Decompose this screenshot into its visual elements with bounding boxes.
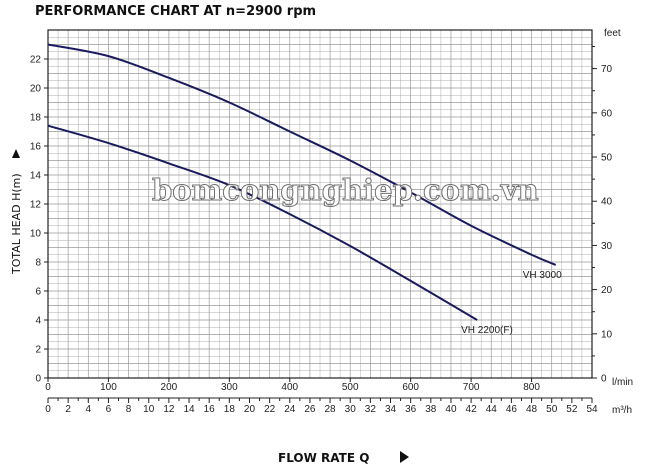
x-tick-label: 200 <box>161 382 178 393</box>
y-tick-label: 0 <box>35 374 41 385</box>
x2-tick-label: 40 <box>445 404 457 415</box>
x2-tick-label: 36 <box>405 404 417 415</box>
y-axis-arrow-icon <box>12 149 20 158</box>
y-axis-label: TOTAL HEAD H(m) <box>10 173 23 275</box>
x-tick-label: 500 <box>342 382 359 393</box>
y2-tick-label: 70 <box>601 64 613 75</box>
x2-tick-label: 14 <box>183 404 195 415</box>
x2-tick-label: 16 <box>204 404 216 415</box>
x-tick-label: 400 <box>281 382 298 393</box>
y2-tick-label: 10 <box>601 329 613 340</box>
x2-tick-label: 4 <box>86 404 92 415</box>
watermark: bomcongnghiep.com.vn <box>152 173 539 207</box>
y-axis-title: TOTAL HEAD H(m) <box>10 149 23 275</box>
y-tick-label: 10 <box>30 229 42 240</box>
x2-tick-label: 24 <box>284 404 296 415</box>
y-tick-label: 4 <box>35 316 41 327</box>
y-tick-label: 20 <box>30 84 42 95</box>
y2-tick-label: 0 <box>601 374 607 385</box>
x-tick-label: 800 <box>523 382 540 393</box>
y2-tick-label: 40 <box>601 197 613 208</box>
y-tick-label: 8 <box>35 258 41 269</box>
x-axis-secondary: 0 2 4 6 8 10 12 14 16 18 20 22 24 26 28 30 32 34 36 38 40 42 4… <box>45 397 598 415</box>
x2-tick-label: 6 <box>106 404 112 415</box>
x2-tick-label: 34 <box>385 404 397 415</box>
x-tick-label: 100 <box>100 382 117 393</box>
y2-tick-label: 60 <box>601 108 613 119</box>
x-tick-label: 700 <box>463 382 480 393</box>
chart-title: PERFORMANCE CHART AT n=2900 rpm <box>35 4 316 19</box>
x2-tick-label: 38 <box>425 404 437 415</box>
x2-tick-label: 42 <box>466 404 478 415</box>
x2-tick-label: 46 <box>506 404 518 415</box>
x2-tick-label: 12 <box>163 404 175 415</box>
series-line-1 <box>47 43 557 266</box>
x-axis-title: FLOW RATE Q <box>278 451 409 465</box>
x2-tick-label: 22 <box>264 404 276 415</box>
x2-tick-label: 20 <box>244 404 256 415</box>
x-axis-label: FLOW RATE Q <box>278 451 369 465</box>
x2-tick-label: 26 <box>304 404 316 415</box>
x2-tick-label: 2 <box>65 404 71 415</box>
x2-tick-label: 48 <box>526 404 538 415</box>
series: VH 3000 VH 2200(F) <box>47 43 562 336</box>
y-axis-left: 0 2 4 6 8 10 12 14 16 18 20 22 <box>30 55 48 385</box>
x-tick-label: 0 <box>45 382 51 393</box>
x-tick-label: 300 <box>221 382 238 393</box>
x-unit-primary: l/min <box>612 377 633 388</box>
x2-tick-label: 18 <box>224 404 236 415</box>
y-tick-label: 6 <box>35 287 41 298</box>
y2-tick-label: 20 <box>601 285 613 296</box>
x2-tick-label: 52 <box>566 404 578 415</box>
x-axis-arrow-icon <box>400 451 409 463</box>
y-tick-label: 2 <box>35 345 41 356</box>
x2-tick-label: 8 <box>126 404 132 415</box>
series-line-2 <box>47 124 478 321</box>
x-axis-primary: 0 100 200 300 400 500 600 700 800 <box>45 378 540 393</box>
y-tick-label: 18 <box>30 113 42 124</box>
y-axis-right: 0 10 20 30 40 50 60 70 <box>592 46 613 385</box>
x2-tick-label: 10 <box>143 404 155 415</box>
series-label-1: VH 3000 <box>523 270 562 281</box>
y2-tick-label: 30 <box>601 241 613 252</box>
series-label-2: VH 2200(F) <box>461 325 513 336</box>
x2-tick-label: 30 <box>345 404 357 415</box>
y-tick-label: 22 <box>30 55 42 66</box>
x2-tick-label: 44 <box>486 404 498 415</box>
y-tick-label: 14 <box>30 171 42 182</box>
x-tick-label: 600 <box>402 382 419 393</box>
x2-tick-label: 54 <box>586 404 598 415</box>
x2-tick-label: 32 <box>365 404 377 415</box>
y2-tick-label: 50 <box>601 153 613 164</box>
y2-unit-label: feet <box>604 28 621 39</box>
y-tick-label: 16 <box>30 142 42 153</box>
x2-tick-label: 50 <box>546 404 558 415</box>
x-unit-secondary: m³/h <box>612 405 632 416</box>
x2-tick-label: 0 <box>45 404 51 415</box>
x2-tick-label: 28 <box>325 404 337 415</box>
y-tick-label: 12 <box>30 200 42 211</box>
